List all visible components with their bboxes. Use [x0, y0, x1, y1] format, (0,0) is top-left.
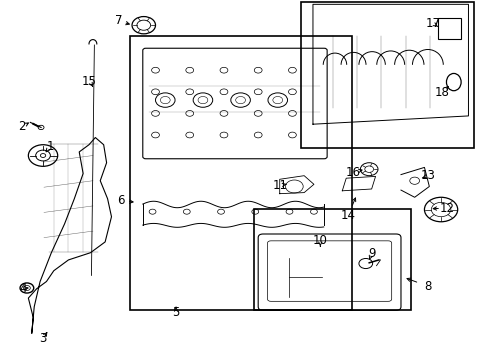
Text: 6: 6 — [117, 194, 125, 207]
Text: 1: 1 — [46, 140, 54, 153]
Text: 7: 7 — [114, 14, 122, 27]
Text: 18: 18 — [434, 86, 449, 99]
Text: 15: 15 — [82, 75, 97, 87]
Text: 4: 4 — [19, 282, 27, 294]
Text: 8: 8 — [423, 280, 431, 293]
Text: 14: 14 — [340, 209, 355, 222]
Text: 10: 10 — [312, 234, 327, 247]
Text: 9: 9 — [367, 247, 375, 260]
Text: 11: 11 — [272, 179, 286, 192]
Text: 5: 5 — [172, 306, 180, 319]
Bar — [129, 36, 351, 310]
Bar — [437, 18, 460, 39]
Text: 12: 12 — [439, 202, 454, 215]
Text: 13: 13 — [420, 169, 434, 182]
Text: 16: 16 — [345, 166, 360, 179]
Bar — [254, 209, 410, 310]
Text: 2: 2 — [18, 120, 26, 133]
Text: 3: 3 — [39, 332, 47, 345]
Text: 17: 17 — [425, 17, 439, 30]
Bar — [300, 2, 473, 148]
